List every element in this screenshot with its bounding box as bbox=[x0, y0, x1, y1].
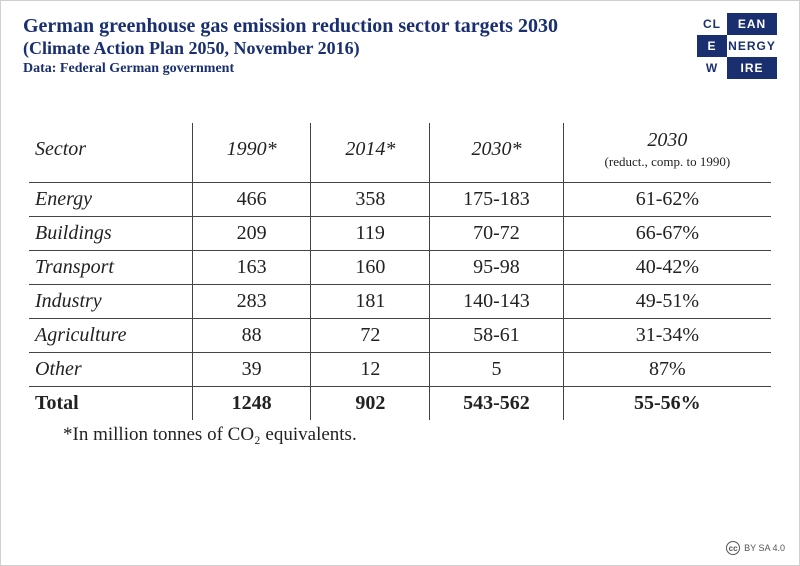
cc-icon: cc bbox=[726, 541, 740, 555]
table-row: Industry283181140-14349-51% bbox=[29, 285, 771, 319]
col-2030r-sub: (reduct., comp. to 1990) bbox=[572, 154, 763, 170]
cell-r2030: 40-42% bbox=[563, 251, 771, 285]
cell-sector: Agriculture bbox=[29, 319, 192, 353]
header: German greenhouse gas emission reduction… bbox=[1, 1, 799, 83]
cell-sector: Buildings bbox=[29, 217, 192, 251]
clean-energy-wire-logo: CLEANENERGYWIRE bbox=[697, 13, 777, 79]
logo-row: CLEAN bbox=[697, 13, 777, 35]
table-row-total: Total1248902543-56255-56% bbox=[29, 387, 771, 421]
table-row: Energy466358175-18361-62% bbox=[29, 183, 771, 217]
logo-row: WIRE bbox=[697, 57, 777, 79]
license-text: BY SA 4.0 bbox=[744, 543, 785, 553]
cell-y2030: 140-143 bbox=[430, 285, 564, 319]
logo-row: ENERGY bbox=[697, 35, 777, 57]
logo-cell: IRE bbox=[727, 57, 777, 79]
col-2030-reduction: 2030 (reduct., comp. to 1990) bbox=[563, 123, 771, 183]
cell-y2014: 72 bbox=[311, 319, 430, 353]
cell-y2030: 5 bbox=[430, 353, 564, 387]
cell-y2014: 160 bbox=[311, 251, 430, 285]
col-2030: 2030* bbox=[430, 123, 564, 183]
license-badge: cc BY SA 4.0 bbox=[726, 541, 785, 555]
cell-y2030: 95-98 bbox=[430, 251, 564, 285]
footnote: *In million tonnes of CO₂ equivalents. bbox=[29, 420, 771, 446]
cell-r2030: 49-51% bbox=[563, 285, 771, 319]
col-sector: Sector bbox=[29, 123, 192, 183]
table-row: Transport16316095-9840-42% bbox=[29, 251, 771, 285]
cell-r2030: 66-67% bbox=[563, 217, 771, 251]
logo-cell: NERGY bbox=[727, 35, 777, 57]
table-row: Agriculture887258-6131-34% bbox=[29, 319, 771, 353]
emissions-table: Sector 1990* 2014* 2030* 2030 (reduct., … bbox=[29, 123, 771, 420]
cell-sector: Energy bbox=[29, 183, 192, 217]
cell-r2030: 31-34% bbox=[563, 319, 771, 353]
cell-y1990: 1248 bbox=[192, 387, 311, 421]
cell-y1990: 163 bbox=[192, 251, 311, 285]
cell-y1990: 466 bbox=[192, 183, 311, 217]
logo-cell: EAN bbox=[727, 13, 777, 35]
cell-sector: Industry bbox=[29, 285, 192, 319]
cell-y2030: 543-562 bbox=[430, 387, 564, 421]
logo-cell: CL bbox=[697, 13, 727, 35]
cell-y2014: 181 bbox=[311, 285, 430, 319]
cell-r2030: 61-62% bbox=[563, 183, 771, 217]
cell-y2014: 119 bbox=[311, 217, 430, 251]
document-frame: German greenhouse gas emission reduction… bbox=[0, 0, 800, 566]
cell-sector: Transport bbox=[29, 251, 192, 285]
cell-y2030: 70-72 bbox=[430, 217, 564, 251]
page-title: German greenhouse gas emission reduction… bbox=[23, 15, 777, 38]
page-subtitle: (Climate Action Plan 2050, November 2016… bbox=[23, 38, 777, 59]
cell-r2030: 87% bbox=[563, 353, 771, 387]
cell-sector: Other bbox=[29, 353, 192, 387]
cell-sector: Total bbox=[29, 387, 192, 421]
cell-y2014: 358 bbox=[311, 183, 430, 217]
cell-y1990: 88 bbox=[192, 319, 311, 353]
table-container: Sector 1990* 2014* 2030* 2030 (reduct., … bbox=[1, 83, 799, 446]
col-2014: 2014* bbox=[311, 123, 430, 183]
table-header-row: Sector 1990* 2014* 2030* 2030 (reduct., … bbox=[29, 123, 771, 183]
data-source: Data: Federal German government bbox=[23, 61, 777, 77]
cell-y2014: 902 bbox=[311, 387, 430, 421]
cell-y1990: 283 bbox=[192, 285, 311, 319]
col-2030r-main: 2030 bbox=[647, 129, 687, 151]
table-row: Other3912587% bbox=[29, 353, 771, 387]
logo-cell: W bbox=[697, 57, 727, 79]
cell-y2030: 175-183 bbox=[430, 183, 564, 217]
cell-y2014: 12 bbox=[311, 353, 430, 387]
cell-y2030: 58-61 bbox=[430, 319, 564, 353]
col-1990: 1990* bbox=[192, 123, 311, 183]
cell-y1990: 39 bbox=[192, 353, 311, 387]
cell-y1990: 209 bbox=[192, 217, 311, 251]
logo-cell: E bbox=[697, 35, 727, 57]
table-row: Buildings20911970-7266-67% bbox=[29, 217, 771, 251]
cell-r2030: 55-56% bbox=[563, 387, 771, 421]
